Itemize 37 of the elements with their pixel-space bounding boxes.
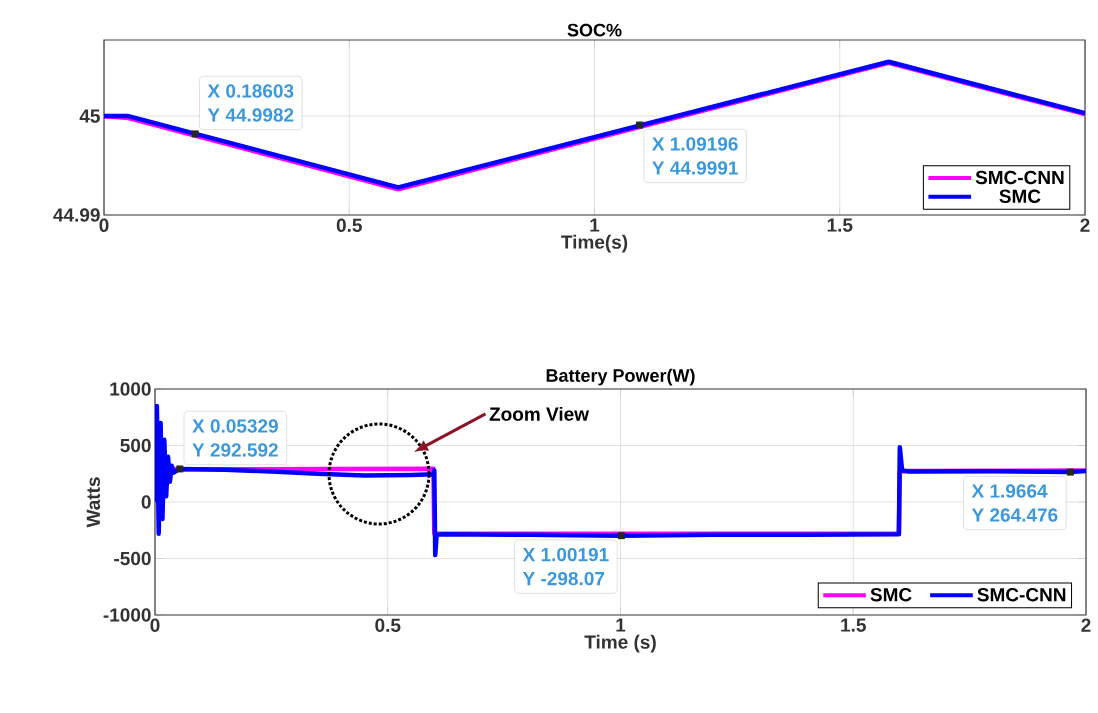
y-tick-label: 45 [79, 109, 100, 123]
annotation: X 0.18603 [207, 84, 294, 98]
x-tick-label: 0.5 [336, 218, 362, 232]
x-tick-label: 0 [99, 218, 109, 232]
chart-title: Battery Power(W) [546, 368, 695, 386]
y-tick-label: -1000 [103, 608, 151, 622]
legend-label: SMC-CNN [975, 170, 1064, 185]
y-tick-label: -500 [114, 551, 151, 566]
annotation: Y 292.592 [192, 443, 278, 457]
annotation: X 1.9664 [971, 484, 1048, 498]
x-tick-label: 2 [1080, 218, 1090, 232]
y-axis-title: Watts [86, 477, 101, 528]
x-tick-label: 1 [590, 218, 600, 232]
y-tick-label: 500 [120, 438, 151, 453]
x-axis-title: Time(s) [561, 234, 628, 253]
legend-label: SMC [999, 189, 1041, 203]
annotation: Y 264.476 [971, 508, 1058, 522]
annotation: Y -298.07 [522, 571, 605, 586]
y-tick-label: 0 [141, 495, 151, 509]
y-tick-label: 44.99 [53, 208, 100, 222]
x-tick-label: 0.5 [375, 618, 401, 632]
x-tick-label: 0 [150, 618, 160, 632]
x-axis-title: Time (s) [584, 634, 656, 653]
legend-label: SMC [870, 587, 912, 602]
x-tick-label: 1.5 [841, 618, 866, 632]
annotation: Y 44.9991 [652, 161, 738, 175]
annotation: X 1.00191 [522, 547, 609, 562]
legend-label: SMC-CNN [977, 587, 1066, 602]
x-tick-label: 1.5 [827, 218, 853, 232]
annotation: X 1.09196 [651, 137, 738, 151]
annotation: X 0.05329 [192, 419, 278, 433]
y-tick-label: 1000 [110, 382, 151, 396]
x-tick-label: 2 [1081, 618, 1091, 632]
annotation: Y 44.9982 [207, 108, 294, 122]
x-tick-label: 1 [616, 618, 626, 632]
annotation: Zoom View [489, 406, 590, 421]
chart-title: SOC% [567, 23, 622, 37]
